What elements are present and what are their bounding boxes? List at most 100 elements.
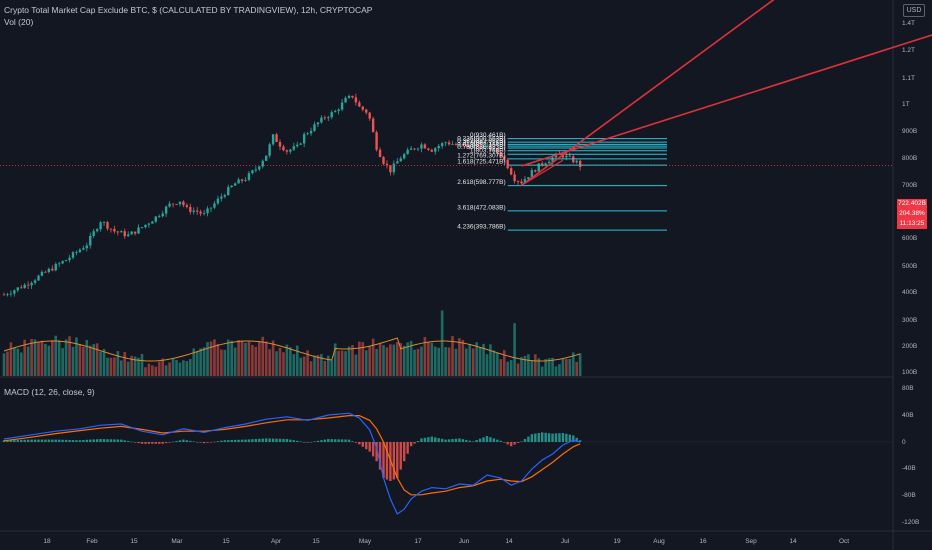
macd-histogram-bar: [30, 439, 33, 442]
volume-bar: [327, 355, 330, 376]
volume-bar: [554, 366, 558, 376]
price-axis-tick-label: 100B: [902, 369, 917, 376]
trendline-channel: [521, 34, 932, 167]
volume-bar: [444, 347, 447, 376]
candle-body: [541, 163, 544, 165]
fib-level-label: 0.786(830.883B): [457, 144, 505, 151]
macd-histogram-bar: [123, 440, 126, 442]
volume-bar: [302, 356, 306, 376]
volume-bar: [226, 339, 230, 376]
volume-bar: [292, 354, 296, 376]
macd-histogram-bar: [520, 441, 523, 442]
candle-body: [478, 146, 482, 149]
volume-bar: [509, 360, 513, 376]
macd-histogram-bar: [289, 439, 292, 442]
candle-body: [206, 208, 209, 214]
macd-indicator-label[interactable]: MACD (12, 26, close, 9): [4, 387, 95, 397]
candle-body: [127, 234, 130, 237]
candle-body: [175, 204, 178, 205]
volume-bar: [240, 340, 244, 376]
volume-bar: [71, 346, 75, 376]
volume-bar: [316, 354, 320, 376]
fib-level-label: 3.618(472.083B): [457, 204, 505, 211]
candle-body: [216, 198, 220, 204]
candle-body: [106, 222, 109, 229]
candle-body: [85, 245, 88, 249]
volume-bar: [116, 351, 120, 376]
volume-ma-line: [3, 337, 581, 362]
macd-histogram-bar: [316, 440, 320, 442]
macd-line: [3, 412, 581, 515]
volume-bar: [337, 350, 340, 376]
volume-bar: [9, 342, 13, 376]
volume-bar: [6, 351, 9, 376]
candle-body: [472, 145, 475, 148]
candle-body: [389, 165, 392, 173]
candle-body: [6, 294, 9, 296]
macd-histogram-bar: [37, 439, 40, 442]
candle-body: [120, 231, 123, 233]
candle-body: [392, 163, 396, 173]
volume-bar: [30, 339, 33, 376]
currency-badge[interactable]: USD: [903, 4, 925, 17]
volume-bar: [309, 361, 313, 376]
volume-bar: [123, 351, 127, 376]
volume-bar: [233, 347, 237, 376]
volume-bar: [78, 343, 82, 376]
candle-body: [347, 95, 351, 98]
macd-histogram-bar: [237, 439, 240, 442]
macd-histogram-bar: [378, 442, 382, 470]
macd-histogram-bar: [309, 442, 313, 443]
macd-histogram-bar: [496, 439, 499, 442]
candle-body: [375, 132, 378, 150]
volume-bar: [85, 339, 89, 376]
macd-histogram-bar: [71, 440, 75, 442]
candle-body: [565, 155, 568, 158]
candle-body: [171, 203, 175, 205]
volume-bar: [220, 349, 223, 376]
candle-body: [534, 170, 537, 172]
time-axis-tick-label: Feb: [86, 538, 98, 545]
macd-histogram-bar: [565, 433, 568, 442]
macd-histogram-bar: [485, 436, 489, 442]
volume-bar: [568, 358, 572, 376]
candle-body: [354, 97, 358, 103]
candle-body: [289, 149, 292, 152]
macd-axis-tick-label: 80B: [902, 385, 914, 392]
volume-bar: [565, 359, 568, 376]
macd-histogram-bar: [99, 439, 102, 442]
candle-body: [220, 196, 223, 199]
candle-body: [265, 155, 268, 161]
candle-body: [251, 170, 254, 174]
candle-body: [406, 149, 409, 155]
candle-body: [575, 160, 578, 163]
macd-histogram-bar: [575, 437, 578, 442]
macd-histogram-bar: [223, 440, 226, 442]
macd-histogram-bar: [44, 439, 47, 442]
volume-bar: [75, 337, 78, 376]
macd-histogram-bar: [54, 439, 57, 442]
volume-bar: [485, 354, 489, 376]
candle-body: [461, 143, 465, 146]
macd-histogram-bar: [475, 440, 478, 442]
macd-histogram-bar: [196, 442, 199, 443]
macd-histogram-bar: [2, 440, 6, 442]
volume-bar: [92, 344, 95, 376]
macd-histogram-bar: [23, 439, 26, 442]
macd-histogram-bar: [244, 439, 247, 442]
volume-bar: [320, 354, 323, 376]
volume-bar: [168, 362, 171, 376]
volume-bar: [230, 340, 233, 376]
candle-body: [520, 181, 523, 184]
macd-axis-tick-label: -40B: [902, 465, 916, 472]
candle-body: [147, 223, 151, 225]
volume-bar: [144, 367, 147, 376]
volume-bar: [199, 348, 202, 376]
macd-histogram-bar: [302, 442, 306, 443]
candle-body: [75, 252, 78, 253]
volume-bar: [102, 348, 106, 376]
volume-indicator-label[interactable]: Vol (20): [4, 17, 34, 27]
volume-bar: [182, 360, 185, 376]
volume-bar: [333, 343, 337, 376]
